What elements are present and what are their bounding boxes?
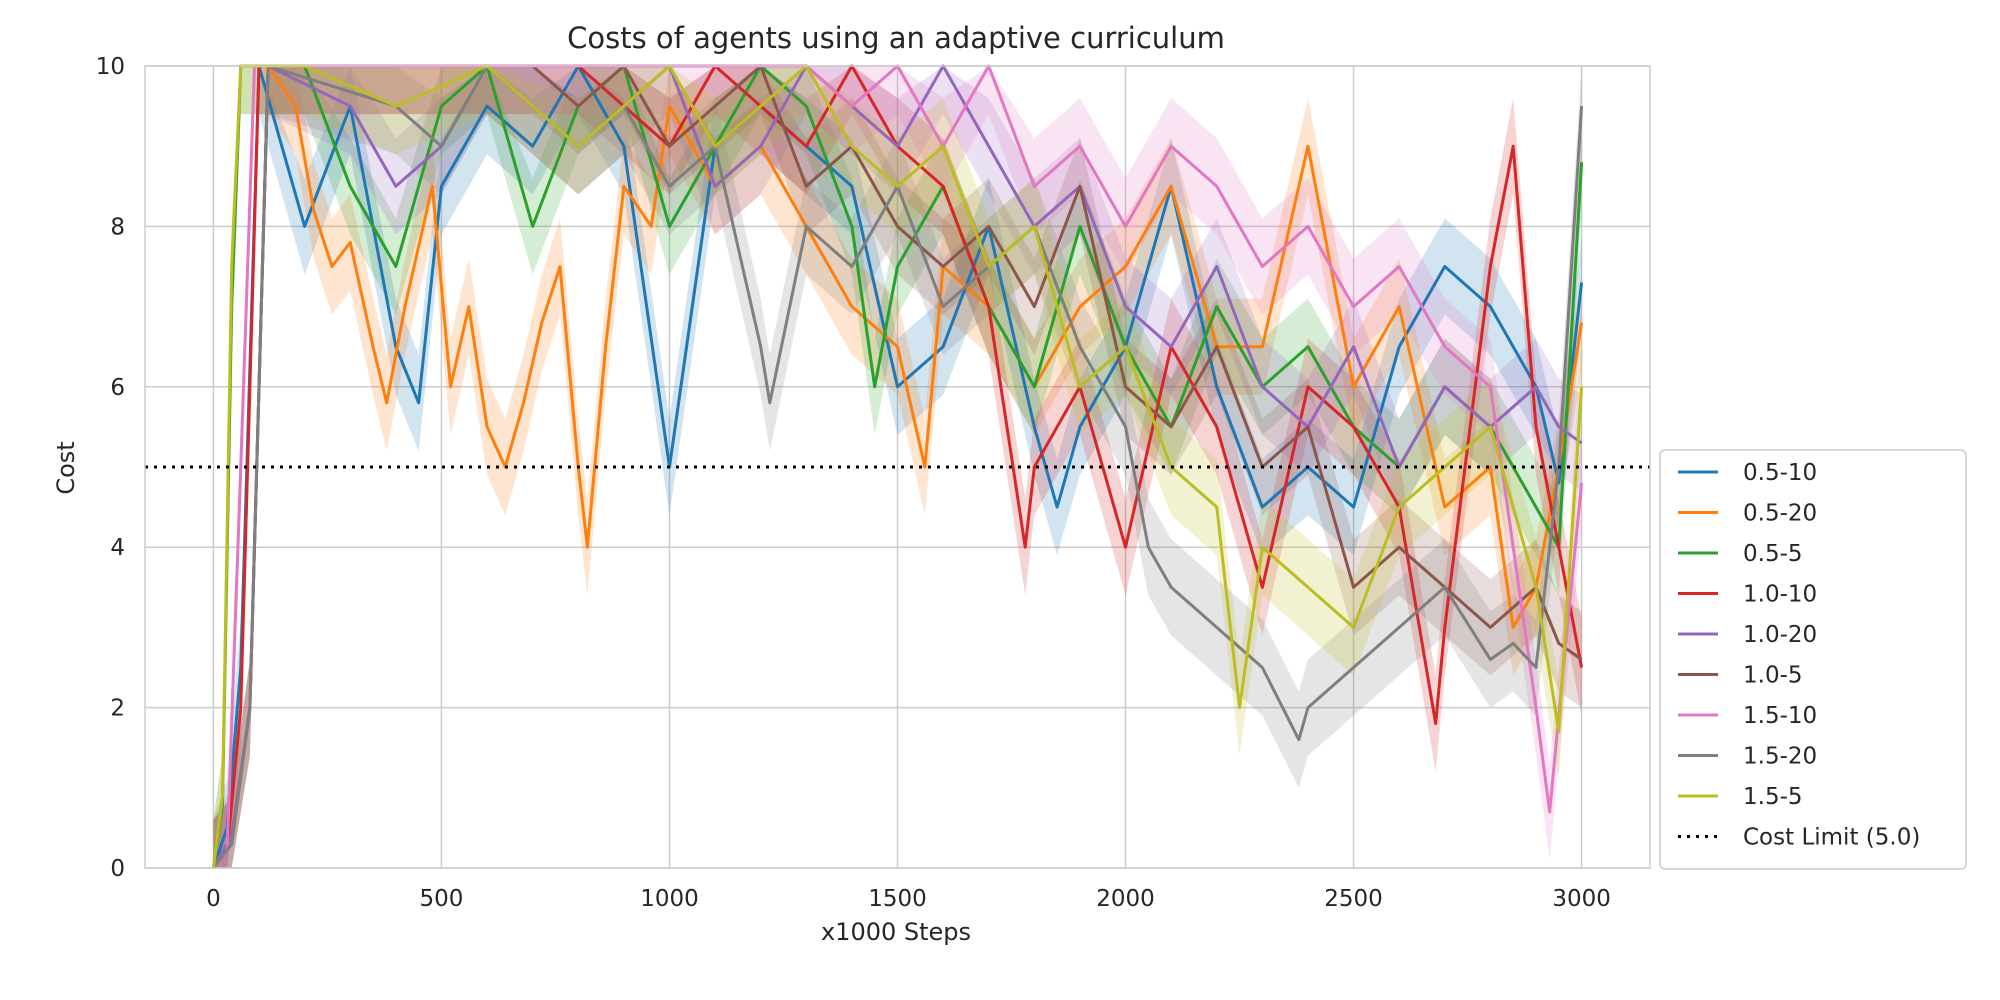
legend-box (1659, 449, 1967, 870)
y-tick-label: 6 (110, 375, 125, 401)
legend-label: 1.0-10 (1743, 582, 1817, 608)
y-tick-label: 4 (110, 535, 125, 561)
y-tick-label: 10 (96, 54, 125, 80)
y-tick-label: 2 (110, 696, 125, 722)
plot-frame (144, 65, 1651, 869)
y-tick-label: 0 (110, 856, 125, 882)
x-tick-label: 1500 (868, 886, 927, 912)
series-line-0.5-20 (212, 64, 1584, 869)
legend-label: 0.5-10 (1743, 460, 1817, 486)
y-tick-label: 8 (110, 214, 125, 240)
x-tick-label: 2500 (1324, 886, 1383, 912)
x-tick-label: 2000 (1096, 886, 1155, 912)
legend-label: 0.5-5 (1743, 541, 1803, 567)
series-line-1.5-5 (211, 64, 1584, 869)
x-tick-label: 1000 (640, 886, 699, 912)
series-line-0.5-5 (211, 64, 1584, 869)
confidence-band-0.5-20 (213, 66, 1582, 868)
confidence-band-1.5-10 (213, 66, 1582, 868)
x-tick-label: 3000 (1552, 886, 1611, 912)
y-axis-label: Cost (52, 441, 80, 494)
legend-label: 1.5-20 (1743, 744, 1817, 770)
series-line-0.5-10 (211, 64, 1584, 869)
x-tick-label: 500 (419, 886, 463, 912)
legend-label: Cost Limit (5.0) (1743, 825, 1920, 851)
confidence-band-1.5-20 (213, 66, 1582, 868)
legend: 0.5-10 0.5-20 0.5-5 1.0-10 1.0-20 1.0-5 1.5-10… (1659, 449, 1967, 870)
legend-label: 1.0-20 (1743, 622, 1817, 648)
confidence-band-1.5-5 (213, 66, 1582, 868)
series-line-1.5-20 (212, 64, 1584, 869)
tick-labels: 0 500 1000 1500 2000 2500 3000 0 2 4 6 8 10 (96, 54, 1611, 912)
x-axis-label: x1000 Steps (821, 918, 971, 946)
chart-title: Costs of agents using an adaptive curric… (567, 21, 1225, 55)
legend-label: 1.5-5 (1743, 784, 1803, 810)
legend-label: 0.5-20 (1743, 501, 1817, 527)
x-tick-label: 0 (206, 886, 221, 912)
series-line-1.0-20 (212, 64, 1583, 869)
series-line-1.0-5 (212, 64, 1583, 869)
legend-label: 1.5-10 (1743, 703, 1817, 729)
legend-label: 1.0-5 (1743, 663, 1803, 689)
